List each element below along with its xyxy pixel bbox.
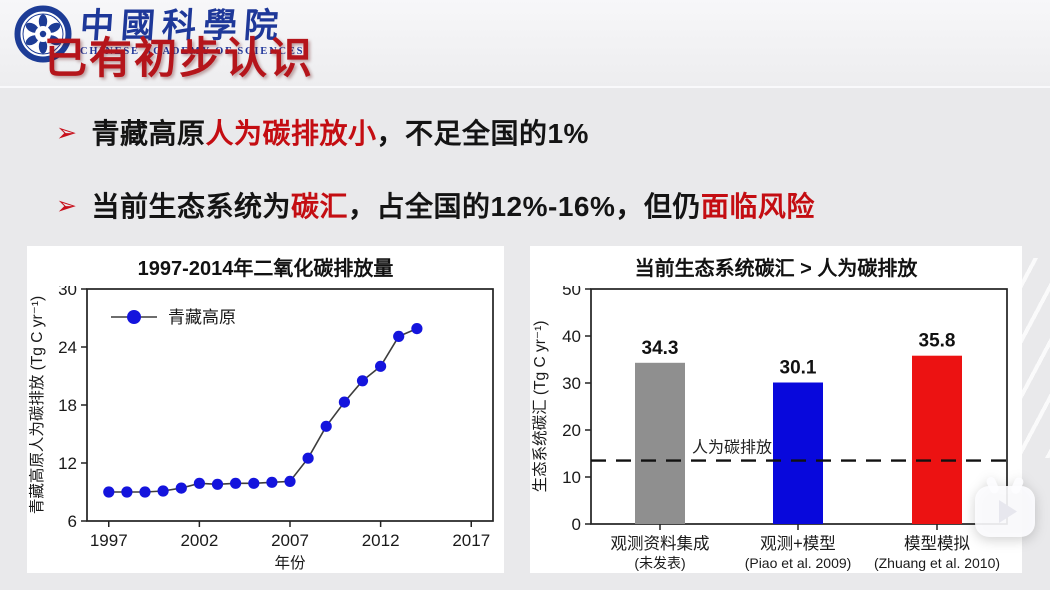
data-point [266, 476, 278, 488]
data-point [356, 375, 369, 387]
co2-emissions-chart-panel: 1997-2014年二氧化碳排放量 6 12 18 24 30 1997 2002 2007 2… [27, 246, 504, 573]
y-tick-label: 12 [58, 454, 77, 473]
data-point [211, 478, 224, 490]
y-tick-label: 30 [562, 374, 581, 393]
bullet-arrow-icon: ➢ [56, 192, 78, 220]
reference-line-label: 人为碳排放 [692, 439, 772, 457]
category-sublabel: (Zhuang et al. 2010) [874, 555, 1000, 571]
y-tick-label: 20 [562, 421, 581, 440]
y-axis-label: 青藏高原人为碳排放 (Tg C yr⁻¹) [28, 296, 46, 514]
bullet-carbon-sink: ➢ 当前生态系统为碳汇，占全国的12%-16%，但仍面临风险 [56, 185, 815, 225]
bar-chart-title: 当前生态系统碳汇 > 人为碳排放 [634, 258, 918, 280]
data-point [393, 330, 405, 342]
data-point [103, 486, 115, 498]
series-line [108, 327, 418, 493]
emissions-trend-line-chart: 6 12 18 24 30 1997 2002 2007 2012 2017 年份 青藏高原人为碳排放… [28, 286, 494, 572]
y-tick-label: 50 [562, 286, 581, 299]
category-label: 观测资料集成 [611, 534, 710, 553]
data-point [157, 485, 169, 497]
bullet-text-emphasis: 人为碳排放小 [205, 118, 377, 149]
x-tick-label: 1997 [90, 531, 128, 550]
data-point [284, 475, 296, 487]
bullet-list: ➢ 青藏高原人为碳排放小，不足全国的1% ➢ 当前生态系统为碳汇，占全国的12%-1… [56, 112, 815, 258]
data-point [230, 477, 242, 489]
line-chart-title: 1997-2014年二氧化碳排放量 [137, 258, 394, 280]
bar-value-label: 34.3 [642, 338, 679, 359]
decorative-streaks [1020, 258, 1050, 458]
x-tick-label: 2017 [452, 531, 490, 550]
bullet-text: 青藏高原 [91, 118, 206, 149]
data-point [193, 477, 205, 489]
carbon-sink-bar-chart: 0 10 20 30 40 50 34.3 观测资料集成 (未发表) 30.1 观测+模型 (Piao… [531, 286, 1008, 571]
y-tick-label: 40 [562, 327, 581, 346]
legend-label: 青藏高原 [168, 308, 236, 327]
data-point [121, 486, 133, 498]
x-tick-label: 2012 [362, 531, 400, 550]
slide-header [0, 0, 1050, 88]
category-label: 模型模拟 [904, 534, 971, 553]
cas-emblem-icon [14, 5, 72, 68]
y-tick-label: 10 [562, 468, 581, 487]
cas-logo: 中國科學院 CHINESE ACADEMY OF SCIENCES [14, 5, 304, 68]
data-point [375, 360, 387, 372]
data-point [320, 420, 332, 432]
data-point [302, 452, 314, 464]
bar [773, 382, 823, 524]
bar [912, 355, 962, 524]
data-point [338, 396, 350, 408]
y-tick-label: 6 [68, 512, 77, 531]
data-point [248, 477, 260, 489]
x-tick-label: 2002 [180, 531, 218, 550]
play-icon [975, 477, 1035, 537]
category-sublabel: (Piao et al. 2009) [745, 555, 852, 571]
bullet-text: ，不足全国的1% [376, 118, 589, 149]
bullet-text-emphasis: 碳汇 [290, 191, 348, 222]
y-axis-label: 生态系统碳汇 (Tg C yr⁻¹) [531, 321, 549, 493]
y-tick-label: 0 [572, 515, 581, 534]
bullet-text-emphasis: 面临风险 [700, 191, 815, 222]
bar [635, 362, 685, 524]
legend-marker [127, 310, 141, 324]
y-tick-label: 24 [58, 338, 77, 357]
bullet-text: 当前生态系统为 [91, 191, 291, 222]
play-button[interactable] [965, 471, 1045, 551]
org-name-en: CHINESE ACADEMY OF SCIENCES [80, 45, 305, 57]
data-point [139, 486, 151, 498]
y-tick-label: 30 [58, 286, 77, 299]
bar-value-label: 35.8 [919, 331, 956, 352]
page-title: 已有初步认识 [44, 35, 314, 83]
bullet-arrow-icon: ➢ [56, 119, 78, 147]
x-axis-label: 年份 [274, 554, 306, 572]
bar-value-label: 30.1 [780, 358, 817, 379]
data-point [175, 482, 187, 494]
y-tick-label: 18 [58, 396, 77, 415]
x-tick-label: 2007 [271, 531, 309, 550]
carbon-sink-chart-panel: 当前生态系统碳汇 > 人为碳排放 0 10 20 30 40 50 34.3 观测资料集成 (未… [530, 246, 1022, 573]
category-label: 观测+模型 [760, 534, 836, 553]
bullet-text: ，占全国的12%-16%，但仍 [347, 191, 701, 222]
data-point [411, 323, 423, 335]
bullet-emissions: ➢ 青藏高原人为碳排放小，不足全国的1% [56, 112, 815, 152]
category-sublabel: (未发表) [634, 555, 685, 571]
